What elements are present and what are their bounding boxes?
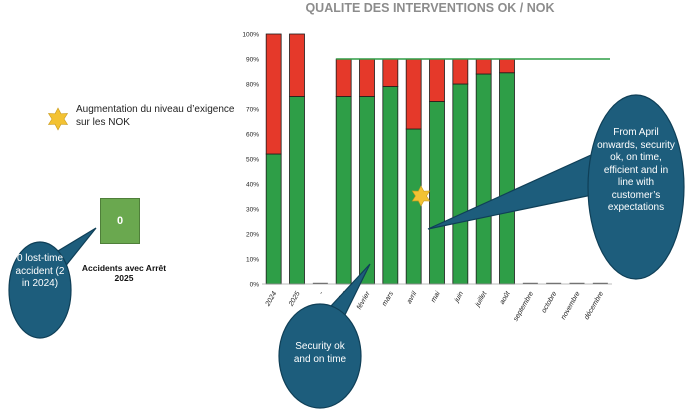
y-tick-label: 30% [246,206,259,213]
y-tick-label: 50% [246,156,259,163]
x-tick-label: février [356,290,372,311]
callout-left [8,227,97,339]
y-tick-label: 40% [246,181,259,188]
bar-nok [499,58,515,74]
kpi-accidents-value: 0 [100,198,140,244]
star-icon [411,185,431,207]
bar-empty [569,282,585,284]
y-tick-label: 70% [246,106,259,113]
callout-right [427,94,685,280]
bar-ok [335,96,352,285]
callout-bubble [587,94,685,280]
bar-empty [592,282,608,284]
y-tick-label: 60% [246,131,259,138]
x-tick-label: juillet [474,290,489,309]
x-tick-label: - [318,290,326,296]
bar-ok [359,96,375,285]
x-tick-label: 2025 [287,290,301,308]
bar-empty [312,282,328,284]
bar-nok [452,58,469,85]
x-tick-label: avril [406,290,419,305]
callout-bubble [8,241,72,339]
bar-ok [475,73,492,285]
bar-nok [265,33,282,155]
chart-title: QUALITE DES INTERVENTIONS OK / NOK [305,1,554,15]
y-tick-label: 100% [242,31,259,38]
bar-nok [289,33,305,97]
x-tick-label: octobre [541,290,559,314]
callout-bottom [278,263,371,409]
y-tick-label: 80% [246,81,259,88]
x-tick-label: mai [430,290,442,304]
bar-ok [429,101,445,285]
bar-empty [546,282,562,284]
callout-left-text: 0 lost-time accident (2 in 2024) [15,253,65,289]
y-tick-label: 20% [246,231,259,238]
callout-bottom-text: Security ok and on time [293,341,347,365]
y-tick-label: 0% [250,281,260,288]
y-axis: 0% 10% 20% 30% 40% 50% 60% 70% 80% 90% 100% [242,31,259,288]
bar-ok [499,72,515,285]
star-icon [47,107,69,131]
x-tick-label: juin [453,290,465,304]
bar-nok [475,58,492,75]
bar-ok [452,83,469,285]
callout-bubble [278,303,362,409]
x-tick-label: mars [381,290,395,307]
bar-ok [289,96,305,285]
y-tick-label: 10% [246,256,259,263]
x-tick-label: 2024 [264,290,278,308]
bar-group [265,33,608,285]
kpi-accidents-caption: Accidents avec Arrêt 2025 [81,263,167,283]
bar-ok [382,86,399,285]
bar-empty [522,282,538,284]
bar-ok [405,128,422,285]
bar-ok [265,153,282,285]
x-tick-label: novembre [560,290,582,321]
y-tick-label: 90% [246,56,259,63]
bar-nok [359,58,375,97]
x-tick-label: septembre [512,290,535,322]
x-tick-label: août [499,290,512,306]
bar-nok [335,58,352,97]
callout-right-text: From April onwards, security ok, on time… [597,127,675,213]
bar-nok [405,58,422,130]
x-tick-label: décembre [583,290,605,321]
bar-nok [429,58,445,102]
bar-nok [382,58,399,87]
legend-star-note: Augmentation du niveau d’exigence sur le… [76,104,235,128]
